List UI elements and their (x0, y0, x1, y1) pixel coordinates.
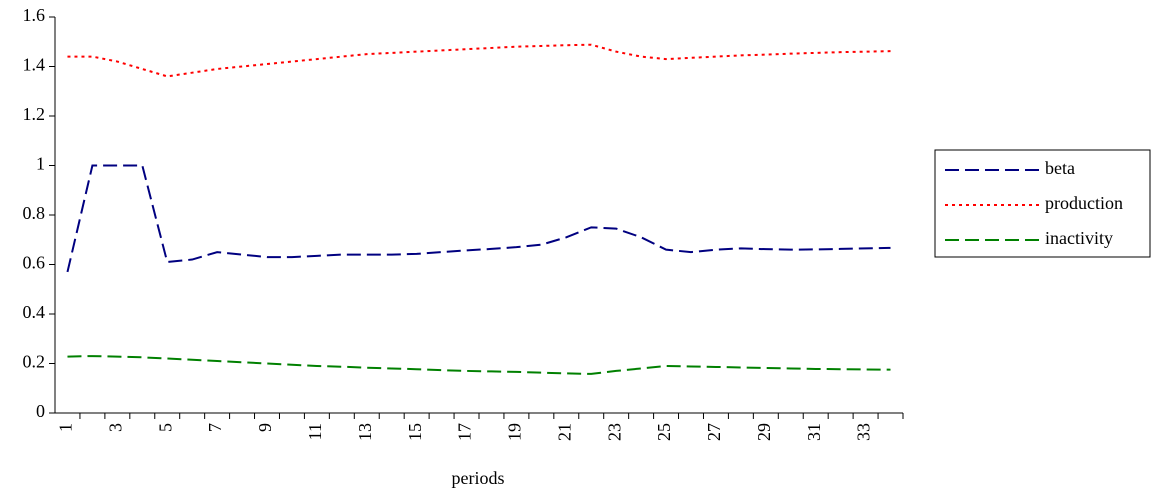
y-tick-label: 0 (36, 401, 45, 421)
x-tick-label: 33 (854, 423, 874, 441)
x-tick-label: 17 (455, 423, 475, 441)
x-tick-label: 15 (405, 423, 425, 441)
series-line (66, 164, 891, 273)
x-tick-label: 31 (804, 423, 824, 441)
y-tick-label: 1 (36, 154, 45, 174)
x-tick-label: 5 (155, 423, 175, 432)
y-tick-label: 0.8 (23, 203, 46, 223)
y-tick-label: 1.4 (23, 55, 46, 75)
x-tick-label: 19 (505, 423, 525, 441)
x-tick-label: 3 (105, 423, 125, 432)
legend-label: beta (1045, 158, 1075, 178)
y-tick-label: 0.4 (23, 302, 46, 322)
series-line (67, 43, 891, 78)
series-line (67, 355, 891, 375)
x-tick-label: 13 (355, 423, 375, 441)
legend-label: production (1045, 193, 1123, 213)
legend-label: inactivity (1045, 228, 1113, 248)
x-tick-label: 29 (754, 423, 774, 441)
x-tick-label: 21 (554, 423, 574, 441)
y-tick-label: 0.6 (23, 253, 46, 273)
x-tick-label: 25 (654, 423, 674, 441)
x-tick-label: 11 (305, 423, 325, 440)
x-tick-label: 27 (704, 423, 724, 441)
y-tick-label: 1.6 (23, 5, 46, 25)
x-tick-label: 1 (56, 423, 76, 432)
y-tick-label: 0.2 (23, 352, 46, 372)
x-tick-label: 9 (255, 423, 275, 432)
x-tick-label: 23 (604, 423, 624, 441)
y-tick-label: 1.2 (23, 104, 46, 124)
x-tick-label: 7 (205, 423, 225, 432)
x-axis-label: periods (452, 468, 505, 488)
